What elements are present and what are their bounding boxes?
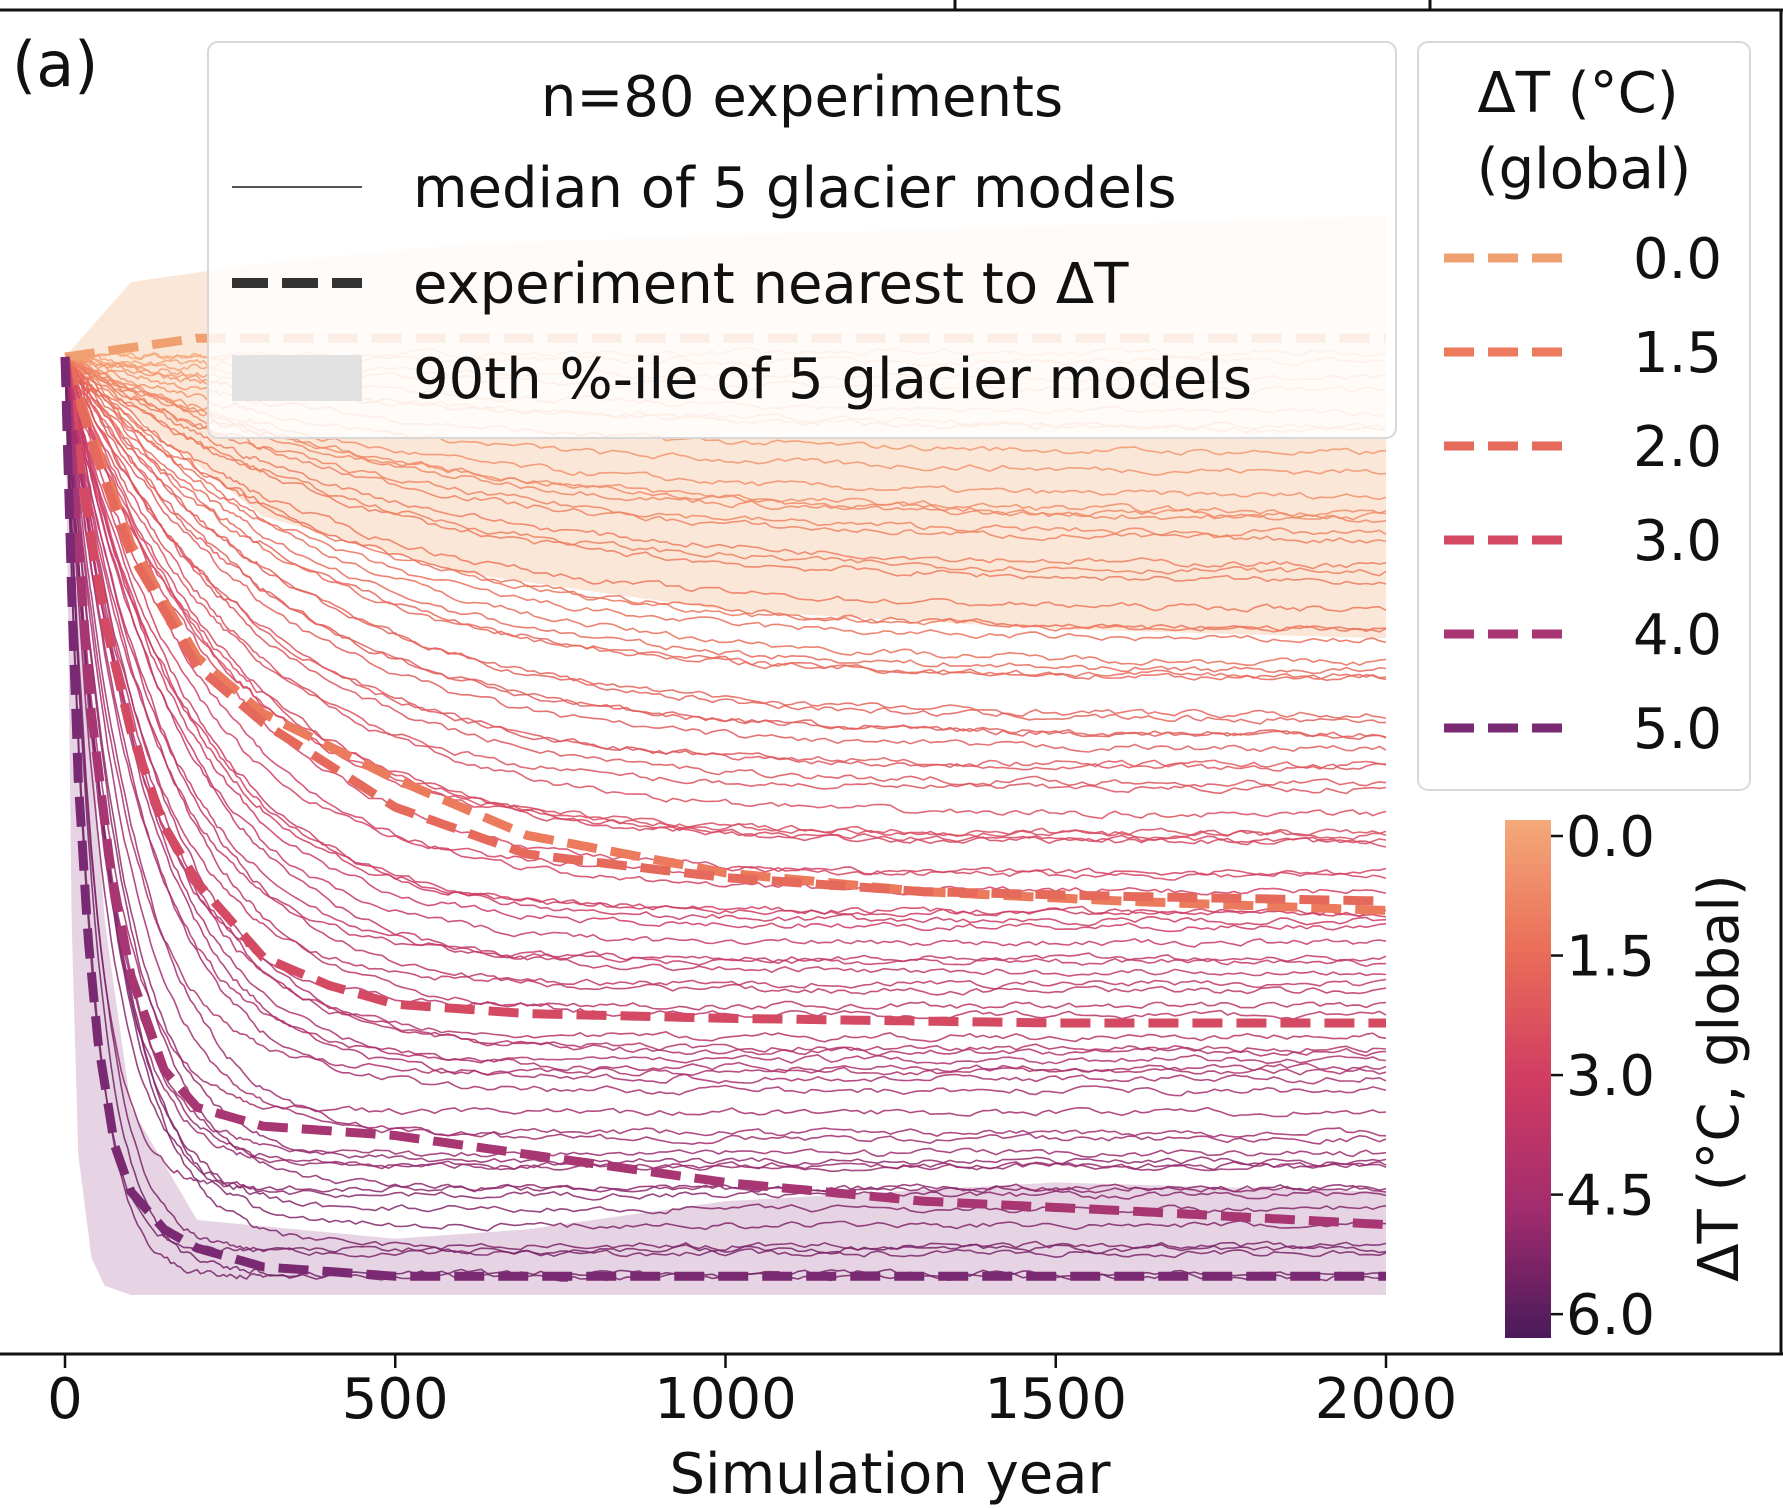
dt-legend-subtitle: (global) [1477, 137, 1691, 202]
dt-legend-title: ΔT (°C) [1477, 61, 1678, 126]
experiment-line [64, 356, 1387, 633]
experiment-line [64, 356, 1387, 968]
x-axis: 0 500 1000 1500 2000 [47, 1354, 1457, 1432]
experiment-line [64, 356, 1387, 682]
x-tick-label: 500 [342, 1367, 449, 1432]
experiment-line [64, 356, 1387, 1085]
experiment-line [64, 356, 1387, 521]
nearest-line-4-0 [60, 356, 1387, 1230]
experiment-line [64, 356, 1387, 841]
experiment-line [64, 356, 1387, 1118]
experiment-line [64, 356, 1387, 933]
experiment-line [64, 356, 1387, 1255]
colorbar-tick-label: 3.0 [1566, 1044, 1655, 1109]
experiment-line [64, 356, 1387, 964]
nearest-line-1-5 [60, 355, 1387, 915]
dt-legend-entries: 0.0 1.5 2.0 3.0 4.0 5.0 [1444, 227, 1722, 762]
experiment-line [64, 356, 1387, 1097]
experiment-line [64, 356, 1387, 795]
experiment-line [64, 356, 1387, 1065]
experiment-line [64, 356, 1387, 1146]
experiment-line [64, 356, 1387, 667]
dt-legend-label: 0.0 [1633, 227, 1722, 292]
experiment-line [64, 356, 1387, 1074]
experiment-line [64, 356, 1387, 1232]
colorbar-tick-label: 1.5 [1566, 925, 1655, 990]
x-tick-label: 0 [47, 1367, 83, 1432]
experiment-line [64, 356, 1387, 996]
experiment-line [64, 356, 1387, 570]
experiment-line [64, 356, 1387, 720]
experiment-line [64, 356, 1387, 753]
experiment-line [64, 356, 1387, 1259]
nearest-line-0-0 [64, 333, 1386, 362]
experiment-line [64, 356, 1387, 788]
dt-legend: ΔT (°C) (global) 0.0 1.5 2.0 3.0 4.0 5.0 [1417, 41, 1751, 791]
dt-legend-label: 4.0 [1633, 603, 1722, 668]
main-legend: n=80 experiments median of 5 glacier mod… [207, 41, 1397, 439]
experiment-line [64, 356, 1387, 1215]
experiment-line [64, 356, 1387, 1011]
band-5-0 [65, 357, 1386, 1295]
experiment-line [64, 356, 1387, 878]
colorbar-ticks: 0.0 1.5 3.0 4.5 6.0 [1551, 805, 1655, 1348]
colorbar-tick-label: 4.5 [1566, 1164, 1655, 1229]
dt-legend-label: 1.5 [1633, 321, 1722, 386]
dt-legend-label: 5.0 [1633, 697, 1722, 762]
nearest-line-3-0 [60, 356, 1386, 1028]
dt-legend-label: 3.0 [1633, 509, 1722, 574]
colorbar-label: ΔT (°C, global) [1687, 874, 1752, 1282]
experiment-line [64, 356, 1387, 675]
experiment-line [64, 356, 1387, 1252]
experiment-line [64, 356, 1387, 477]
experiment-line [64, 356, 1387, 846]
experiment-line [64, 356, 1387, 633]
experiment-line [64, 356, 1386, 725]
legend-entry-band: 90th %-ile of 5 glacier models [413, 347, 1252, 412]
experiment-line [64, 356, 1387, 501]
colorbar: 0.0 1.5 3.0 4.5 6.0 ΔT (°C, global) [1505, 805, 1752, 1348]
experiment-line [64, 356, 1387, 1057]
experiment-line [64, 356, 1387, 1194]
experiment-line [64, 356, 1387, 1201]
main-legend-title: n=80 experiments [541, 65, 1063, 130]
x-tick-label: 1000 [654, 1367, 797, 1432]
experiment-line [64, 356, 1387, 644]
experiment-line [64, 356, 1387, 977]
colorbar-tick-label: 0.0 [1566, 805, 1655, 870]
panel-label: (a) [12, 28, 98, 101]
experiment-line [64, 356, 1387, 918]
legend-entry-median: median of 5 glacier models [413, 156, 1177, 221]
experiment-line [64, 356, 1387, 613]
experiment-line [64, 356, 1387, 927]
nearest-line-5-0 [60, 356, 1386, 1281]
main-legend-box [207, 41, 1397, 439]
colorbar-gradient [1505, 820, 1551, 1338]
experiment-line [64, 356, 1387, 544]
dt-legend-label: 2.0 [1633, 415, 1722, 480]
experiment-line [64, 356, 1387, 524]
experiment-line [64, 356, 1387, 991]
legend-swatch-band [232, 355, 362, 401]
nearest-experiment-lines [60, 333, 1387, 1281]
experiment-line [64, 356, 1387, 820]
x-tick-label: 2000 [1315, 1367, 1458, 1432]
colorbar-tick-label: 6.0 [1566, 1283, 1655, 1348]
dt-legend-box [1417, 41, 1751, 791]
experiment-line [64, 356, 1387, 848]
experiment-line [64, 356, 1387, 1138]
experiment-line [64, 356, 1387, 741]
legend-entry-nearest: experiment nearest to ΔT [413, 252, 1129, 317]
x-tick-label: 1500 [984, 1367, 1127, 1432]
experiment-line [64, 356, 1387, 586]
x-axis-label: Simulation year [669, 1442, 1111, 1507]
axes-frame [0, 0, 1783, 1356]
